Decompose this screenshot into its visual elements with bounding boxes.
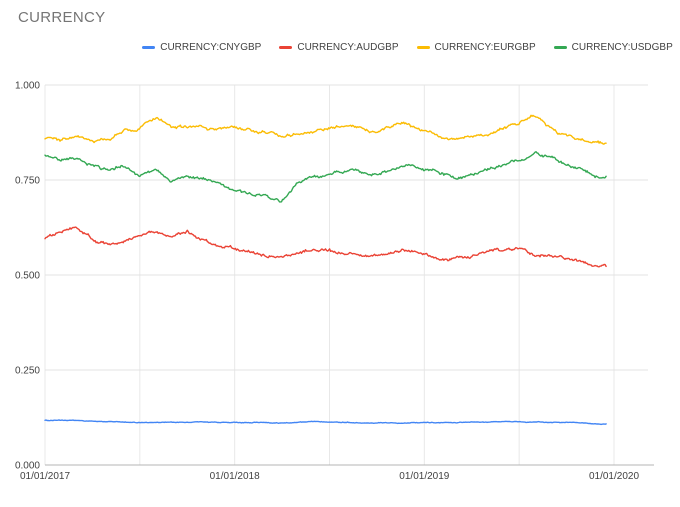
x-axis-tick-label: 01/01/2019 (399, 471, 449, 482)
legend-line-marker-icon (142, 46, 156, 49)
y-axis-tick-label: 0.250 (15, 366, 40, 377)
legend-line-marker-icon (553, 46, 567, 49)
series-line-cnygbp (44, 419, 607, 426)
chart-title: CURRENCY (18, 9, 106, 26)
x-axis-tick-label: 01/01/2017 (20, 471, 70, 482)
series-line-usdgbp (44, 150, 607, 203)
legend-line-marker-icon (279, 46, 293, 49)
legend-label: CURRENCY:USDGBP (571, 42, 673, 53)
x-axis-tick-label: 01/01/2018 (210, 471, 260, 482)
legend-label: CURRENCY:AUDGBP (297, 42, 399, 53)
y-axis-tick-label: 0.000 (15, 461, 40, 472)
legend-item-audgbp[interactable]: CURRENCY:AUDGBP (279, 42, 399, 53)
y-axis-tick-label: 1.000 (15, 81, 40, 92)
legend-item-usdgbp[interactable]: CURRENCY:USDGBP (553, 42, 673, 53)
y-axis-tick-label: 0.500 (15, 271, 40, 282)
legend-line-marker-icon (416, 46, 430, 49)
x-axis-tick-label: 01/01/2020 (589, 471, 639, 482)
chart-legend: CURRENCY:CNYGBP CURRENCY:AUDGBP CURRENCY:E… (0, 42, 680, 53)
legend-item-cnygbp[interactable]: CURRENCY:CNYGBP (142, 42, 261, 53)
legend-label: CURRENCY:CNYGBP (160, 42, 262, 53)
y-axis-tick-label: 0.750 (15, 176, 40, 187)
series-line-audgbp (44, 226, 607, 268)
legend-item-eurgbp[interactable]: CURRENCY:EURGBP (416, 42, 536, 53)
legend-label: CURRENCY:EURGBP (434, 42, 536, 53)
series-line-eurgbp (44, 114, 607, 145)
